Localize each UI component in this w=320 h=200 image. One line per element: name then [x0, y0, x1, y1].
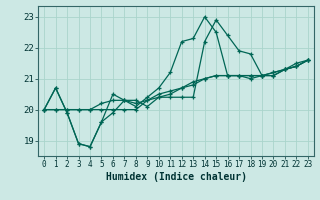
X-axis label: Humidex (Indice chaleur): Humidex (Indice chaleur) — [106, 172, 246, 182]
